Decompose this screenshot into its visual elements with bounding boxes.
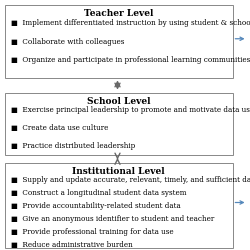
- Text: ■  Practice distributed leadership: ■ Practice distributed leadership: [11, 142, 136, 150]
- Text: ■  Construct a longitudinal student data system: ■ Construct a longitudinal student data …: [11, 189, 187, 197]
- Text: ■  Exercise principal leadership to promote and motivate data use: ■ Exercise principal leadership to promo…: [11, 106, 250, 114]
- Text: ■  Organize and participate in professional learning communities: ■ Organize and participate in profession…: [11, 56, 250, 64]
- Text: ■  Give an anonymous identifier to student and teacher: ■ Give an anonymous identifier to studen…: [11, 215, 214, 223]
- Text: Institutional Level: Institutional Level: [72, 167, 165, 176]
- Text: ■  Reduce administrative burden: ■ Reduce administrative burden: [11, 241, 133, 249]
- FancyBboxPatch shape: [5, 5, 232, 78]
- Text: ■  Collaborate with colleagues: ■ Collaborate with colleagues: [11, 38, 124, 46]
- Text: Teacher Level: Teacher Level: [84, 10, 154, 18]
- Text: ■  Provide accountability-related student data: ■ Provide accountability-related student…: [11, 202, 181, 210]
- Text: School Level: School Level: [87, 97, 150, 106]
- Text: ■  Supply and update accurate, relevant, timely, and sufficient data: ■ Supply and update accurate, relevant, …: [11, 176, 250, 184]
- FancyBboxPatch shape: [5, 92, 232, 155]
- FancyBboxPatch shape: [5, 162, 232, 248]
- Text: ■  Provide professional training for data use: ■ Provide professional training for data…: [11, 228, 174, 236]
- Text: ■  Implement differentiated instruction by using student & school data: ■ Implement differentiated instruction b…: [11, 19, 250, 27]
- Text: ■  Create data use culture: ■ Create data use culture: [11, 124, 108, 132]
